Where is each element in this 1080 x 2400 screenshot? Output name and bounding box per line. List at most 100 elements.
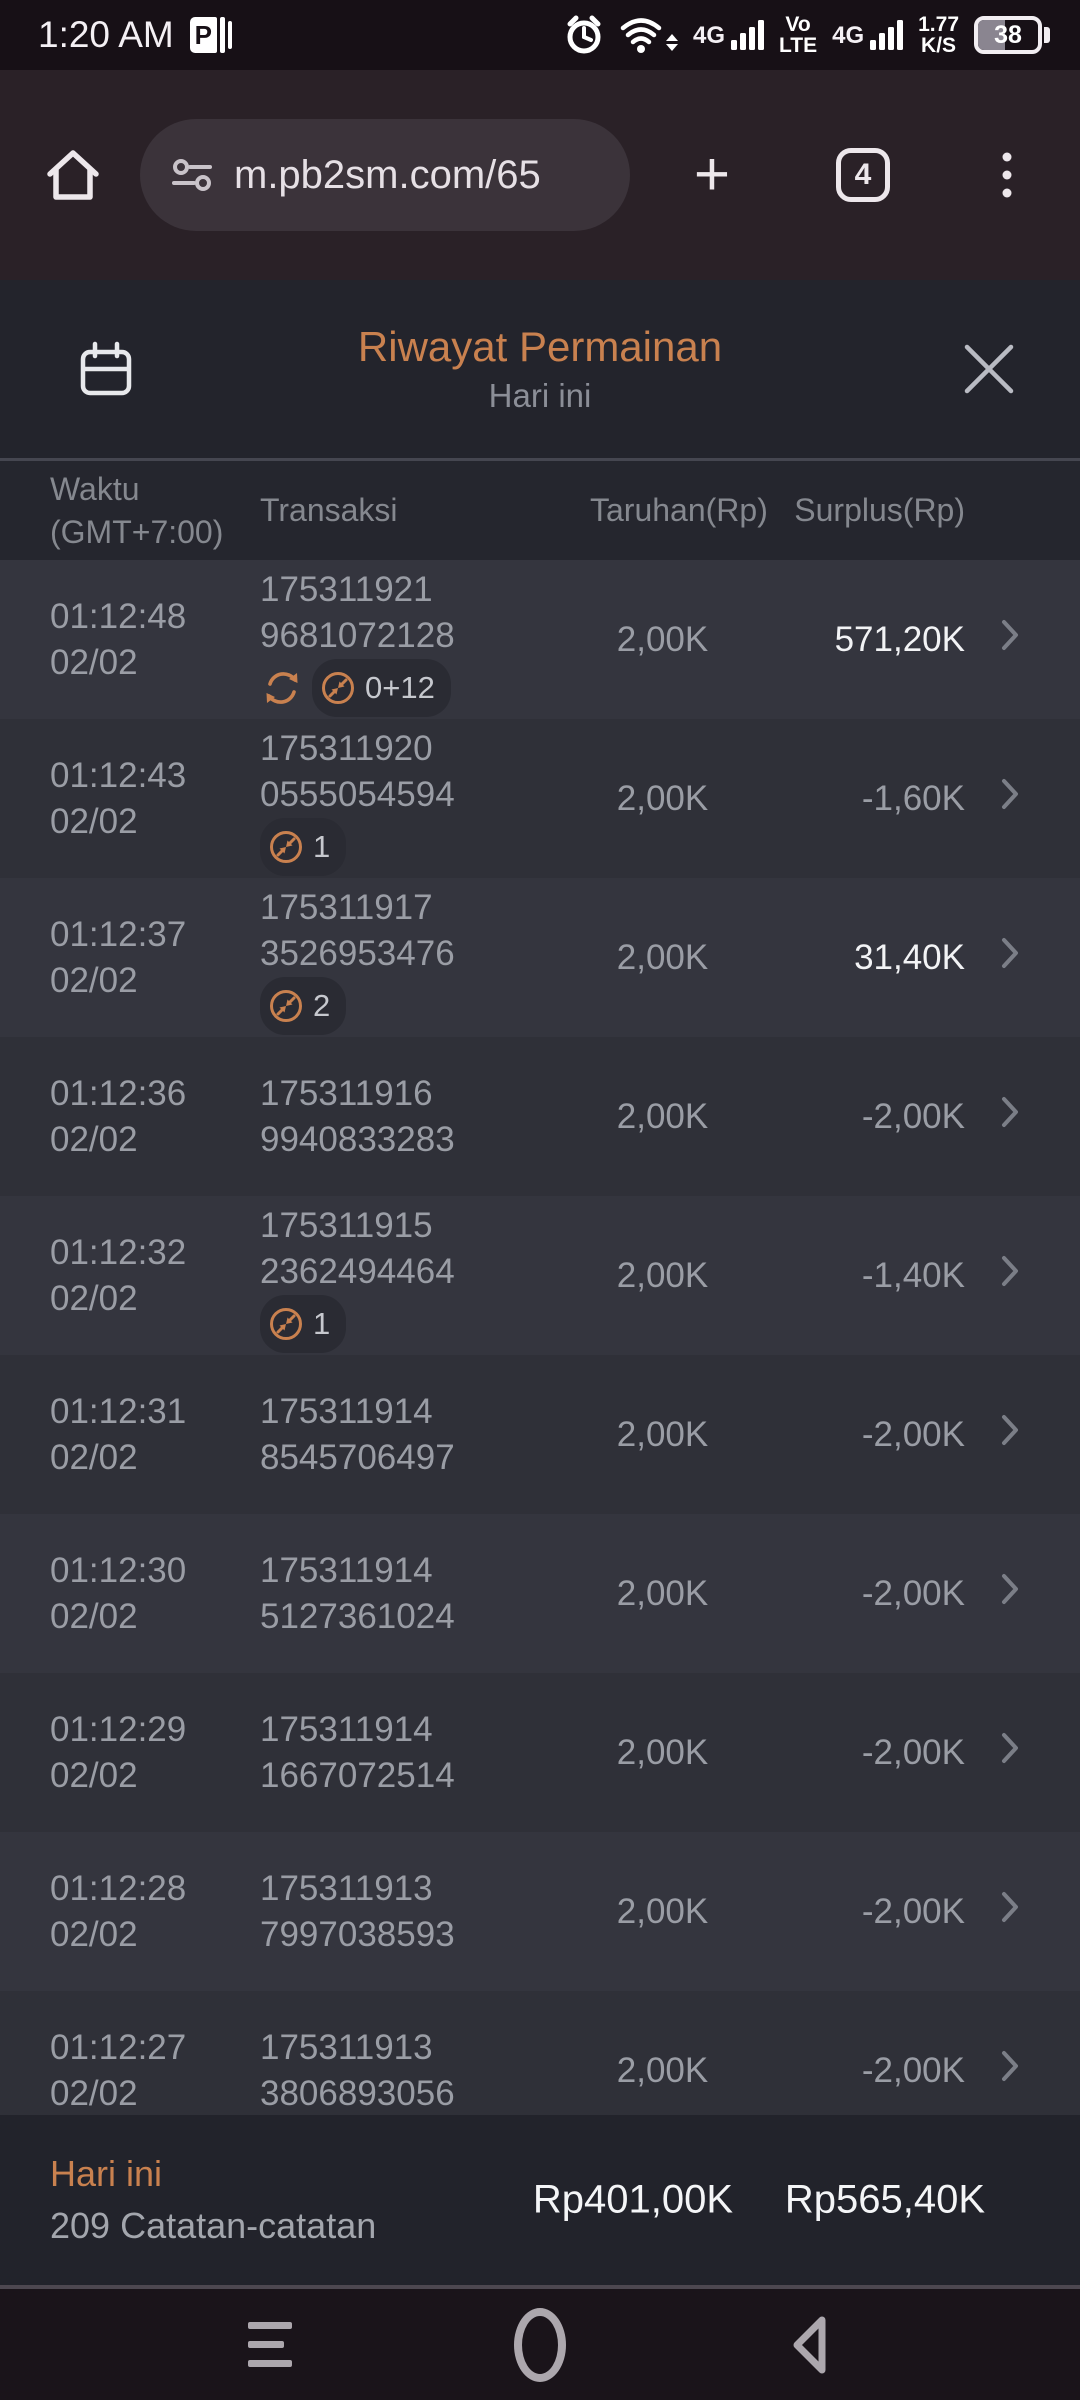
new-tab-button[interactable]: + xyxy=(693,140,731,209)
table-body: 01:12:48 02/02 175311921 9681072128 xyxy=(0,560,1080,2115)
row-time: 01:12:29 02/02 xyxy=(50,1709,187,1795)
summary-total-taruhan: Rp401,00K xyxy=(532,2177,733,2222)
row-transaction: 175311914 5127361024 xyxy=(260,1550,455,1636)
row-badges: 1 xyxy=(260,817,590,876)
browser-menu-button[interactable] xyxy=(1002,152,1012,198)
row-surplus: -2,00K xyxy=(861,1096,965,1136)
alarm-icon xyxy=(567,15,601,54)
row-surplus: -2,00K xyxy=(861,1732,965,1772)
chevron-right-icon xyxy=(1002,779,1018,809)
battery-percent: 38 xyxy=(994,20,1022,49)
chevron-right-icon xyxy=(1002,1574,1018,1604)
table-row[interactable]: 01:12:31 02/02 175311914 8545706497 2,00… xyxy=(0,1355,1080,1514)
table-row[interactable]: 01:12:30 02/02 175311914 5127361024 2,00… xyxy=(0,1514,1080,1673)
table-row[interactable]: 01:12:32 02/02 175311915 2362494464 1 xyxy=(0,1196,1080,1355)
table-row[interactable]: 01:12:28 02/02 175311913 7997038593 2,00… xyxy=(0,1832,1080,1991)
tab-count: 4 xyxy=(854,158,872,191)
row-detail-arrow[interactable] xyxy=(965,618,1055,661)
freespin-icon xyxy=(270,830,302,863)
row-detail-arrow[interactable] xyxy=(965,1731,1055,1774)
col-header-taruhan: Taruhan(Rp) xyxy=(590,492,768,528)
home-button[interactable] xyxy=(42,144,104,206)
back-button[interactable] xyxy=(710,2315,910,2375)
android-navigation-bar xyxy=(0,2285,1080,2400)
row-surplus: 31,40K xyxy=(854,937,965,977)
row-badges: 2 xyxy=(260,976,590,1035)
row-transaction: 175311913 3806893056 xyxy=(260,2027,455,2113)
chevron-right-icon xyxy=(1002,938,1018,968)
row-time: 01:12:36 02/02 xyxy=(50,1073,187,1159)
row-surplus: -2,00K xyxy=(861,1573,965,1613)
tab-switcher-button[interactable]: 4 xyxy=(836,148,890,202)
chevron-right-icon xyxy=(1002,1415,1018,1445)
url-text[interactable]: m.pb2sm.com/65 xyxy=(234,152,541,197)
row-surplus: -2,00K xyxy=(861,1414,965,1454)
row-time: 01:12:37 02/02 xyxy=(50,914,187,1000)
round-badge: 0+12 xyxy=(312,658,451,717)
row-surplus: -2,00K xyxy=(861,1891,965,1931)
freespin-icon xyxy=(270,989,302,1022)
badge-count: 0+12 xyxy=(365,669,435,705)
home-nav-button[interactable] xyxy=(440,2307,640,2382)
chevron-right-icon xyxy=(1002,2051,1018,2081)
row-time: 01:12:31 02/02 xyxy=(50,1391,187,1477)
home-circle-icon xyxy=(514,2307,566,2382)
signal-1: 4G xyxy=(693,20,764,50)
col-header-waktu: Waktu (GMT+7:00) xyxy=(50,470,224,550)
recent-apps-button[interactable] xyxy=(170,2322,370,2367)
table-row[interactable]: 01:12:29 02/02 175311914 1667072514 2,00… xyxy=(0,1673,1080,1832)
row-time: 01:12:28 02/02 xyxy=(50,1868,187,1954)
status-bar: 1:20 AM P 4G Vo L xyxy=(0,0,1080,70)
table-header: Waktu (GMT+7:00) Transaksi Taruhan(Rp) S… xyxy=(0,461,1080,560)
row-time: 01:12:27 02/02 xyxy=(50,2027,187,2113)
row-taruhan: 2,00K xyxy=(616,2050,709,2090)
site-settings-icon[interactable] xyxy=(170,153,214,197)
freespin-icon xyxy=(322,671,354,704)
row-transaction: 175311914 8545706497 xyxy=(260,1391,455,1477)
row-detail-arrow[interactable] xyxy=(965,2049,1055,2092)
table-row[interactable]: 01:12:37 02/02 175311917 3526953476 2 xyxy=(0,878,1080,1037)
row-time: 01:12:43 02/02 xyxy=(50,755,187,841)
summary-footer: Hari ini 209 Catatan-catatan Rp401,00K R… xyxy=(0,2115,1080,2285)
table-row[interactable]: 01:12:48 02/02 175311921 9681072128 xyxy=(0,560,1080,719)
row-badges: 1 xyxy=(260,1294,590,1353)
summary-record-count: 209 Catatan-catatan xyxy=(50,2205,377,2246)
row-detail-arrow[interactable] xyxy=(965,936,1055,979)
row-detail-arrow[interactable] xyxy=(965,1254,1055,1297)
calendar-icon[interactable] xyxy=(78,340,134,398)
volte-indicator: Vo LTE xyxy=(779,13,818,57)
chevron-right-icon xyxy=(1002,620,1018,650)
close-icon[interactable] xyxy=(962,342,1016,396)
row-surplus: -1,40K xyxy=(861,1255,965,1295)
row-taruhan: 2,00K xyxy=(616,1414,709,1454)
back-triangle-icon xyxy=(793,2316,826,2373)
browser-toolbar: m.pb2sm.com/65 + 4 xyxy=(0,70,1080,280)
table-row[interactable]: 01:12:36 02/02 175311916 9940833283 2,00… xyxy=(0,1037,1080,1196)
url-bar[interactable]: m.pb2sm.com/65 xyxy=(140,119,630,231)
round-badge: 2 xyxy=(260,976,347,1035)
row-taruhan: 2,00K xyxy=(616,1255,709,1295)
row-detail-arrow[interactable] xyxy=(965,1572,1055,1615)
row-transaction: 175311916 9940833283 xyxy=(260,1073,455,1159)
network-type-1: 4G xyxy=(692,22,725,49)
network-speed: 1.77 K/S xyxy=(918,13,959,57)
row-detail-arrow[interactable] xyxy=(965,1890,1055,1933)
table-row[interactable]: 01:12:43 02/02 175311920 0555054594 1 xyxy=(0,719,1080,878)
row-detail-arrow[interactable] xyxy=(965,777,1055,820)
chevron-right-icon xyxy=(1002,1256,1018,1286)
signal-bars-icon-2 xyxy=(870,20,904,50)
freespin-icon xyxy=(270,1307,302,1340)
row-detail-arrow[interactable] xyxy=(965,1413,1055,1456)
chevron-right-icon xyxy=(1002,1097,1018,1127)
row-taruhan: 2,00K xyxy=(616,1732,709,1772)
chevron-right-icon xyxy=(1002,1892,1018,1922)
round-badge: 1 xyxy=(260,1294,347,1353)
row-transaction: 175311920 0555054594 1 xyxy=(260,726,590,876)
row-transaction: 175311914 1667072514 xyxy=(260,1709,455,1795)
row-detail-arrow[interactable] xyxy=(965,1095,1055,1138)
table-row[interactable]: 01:12:27 02/02 175311913 3806893056 2,00… xyxy=(0,1991,1080,2115)
badge-count: 1 xyxy=(313,828,331,864)
row-badges: 0+12 xyxy=(260,658,590,717)
signal-bars-icon xyxy=(731,20,764,50)
badge-count: 1 xyxy=(313,1305,331,1341)
